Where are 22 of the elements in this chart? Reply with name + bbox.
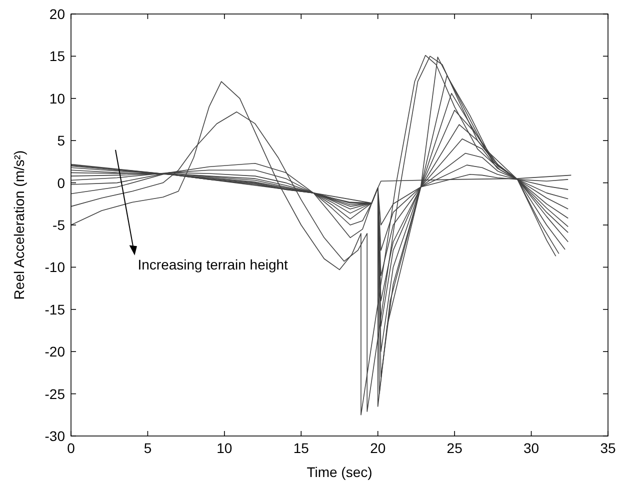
x-tick-label: 35 xyxy=(600,440,616,456)
y-tick-label: -30 xyxy=(44,428,66,444)
y-tick-label: 10 xyxy=(49,90,66,106)
x-tick-label: 30 xyxy=(523,440,540,456)
y-tick-label: 5 xyxy=(57,132,66,149)
y-tick-label: -20 xyxy=(44,344,66,360)
y-tick-label: 15 xyxy=(49,48,66,64)
y-tick-label: -25 xyxy=(44,386,66,402)
x-tick-label: 5 xyxy=(144,440,152,456)
annotation: Increasing terrain height xyxy=(138,256,288,273)
x-tick-label: 10 xyxy=(216,440,232,456)
x-tick-label: 20 xyxy=(370,440,386,456)
x-tick-label: 0 xyxy=(67,440,76,456)
y-tick-label: -15 xyxy=(44,301,66,318)
y-tick-label: 20 xyxy=(49,6,66,22)
y-axis-title: Reel Acceleration (m/s²) xyxy=(11,150,27,300)
y-tick-label: 0 xyxy=(57,174,66,191)
x-axis-title: Time (sec) xyxy=(306,464,372,480)
x-tick-label: 25 xyxy=(446,440,463,456)
y-tick-label: -5 xyxy=(52,217,66,233)
y-tick-label: -10 xyxy=(44,259,66,276)
x-tick-label: 15 xyxy=(293,440,310,456)
